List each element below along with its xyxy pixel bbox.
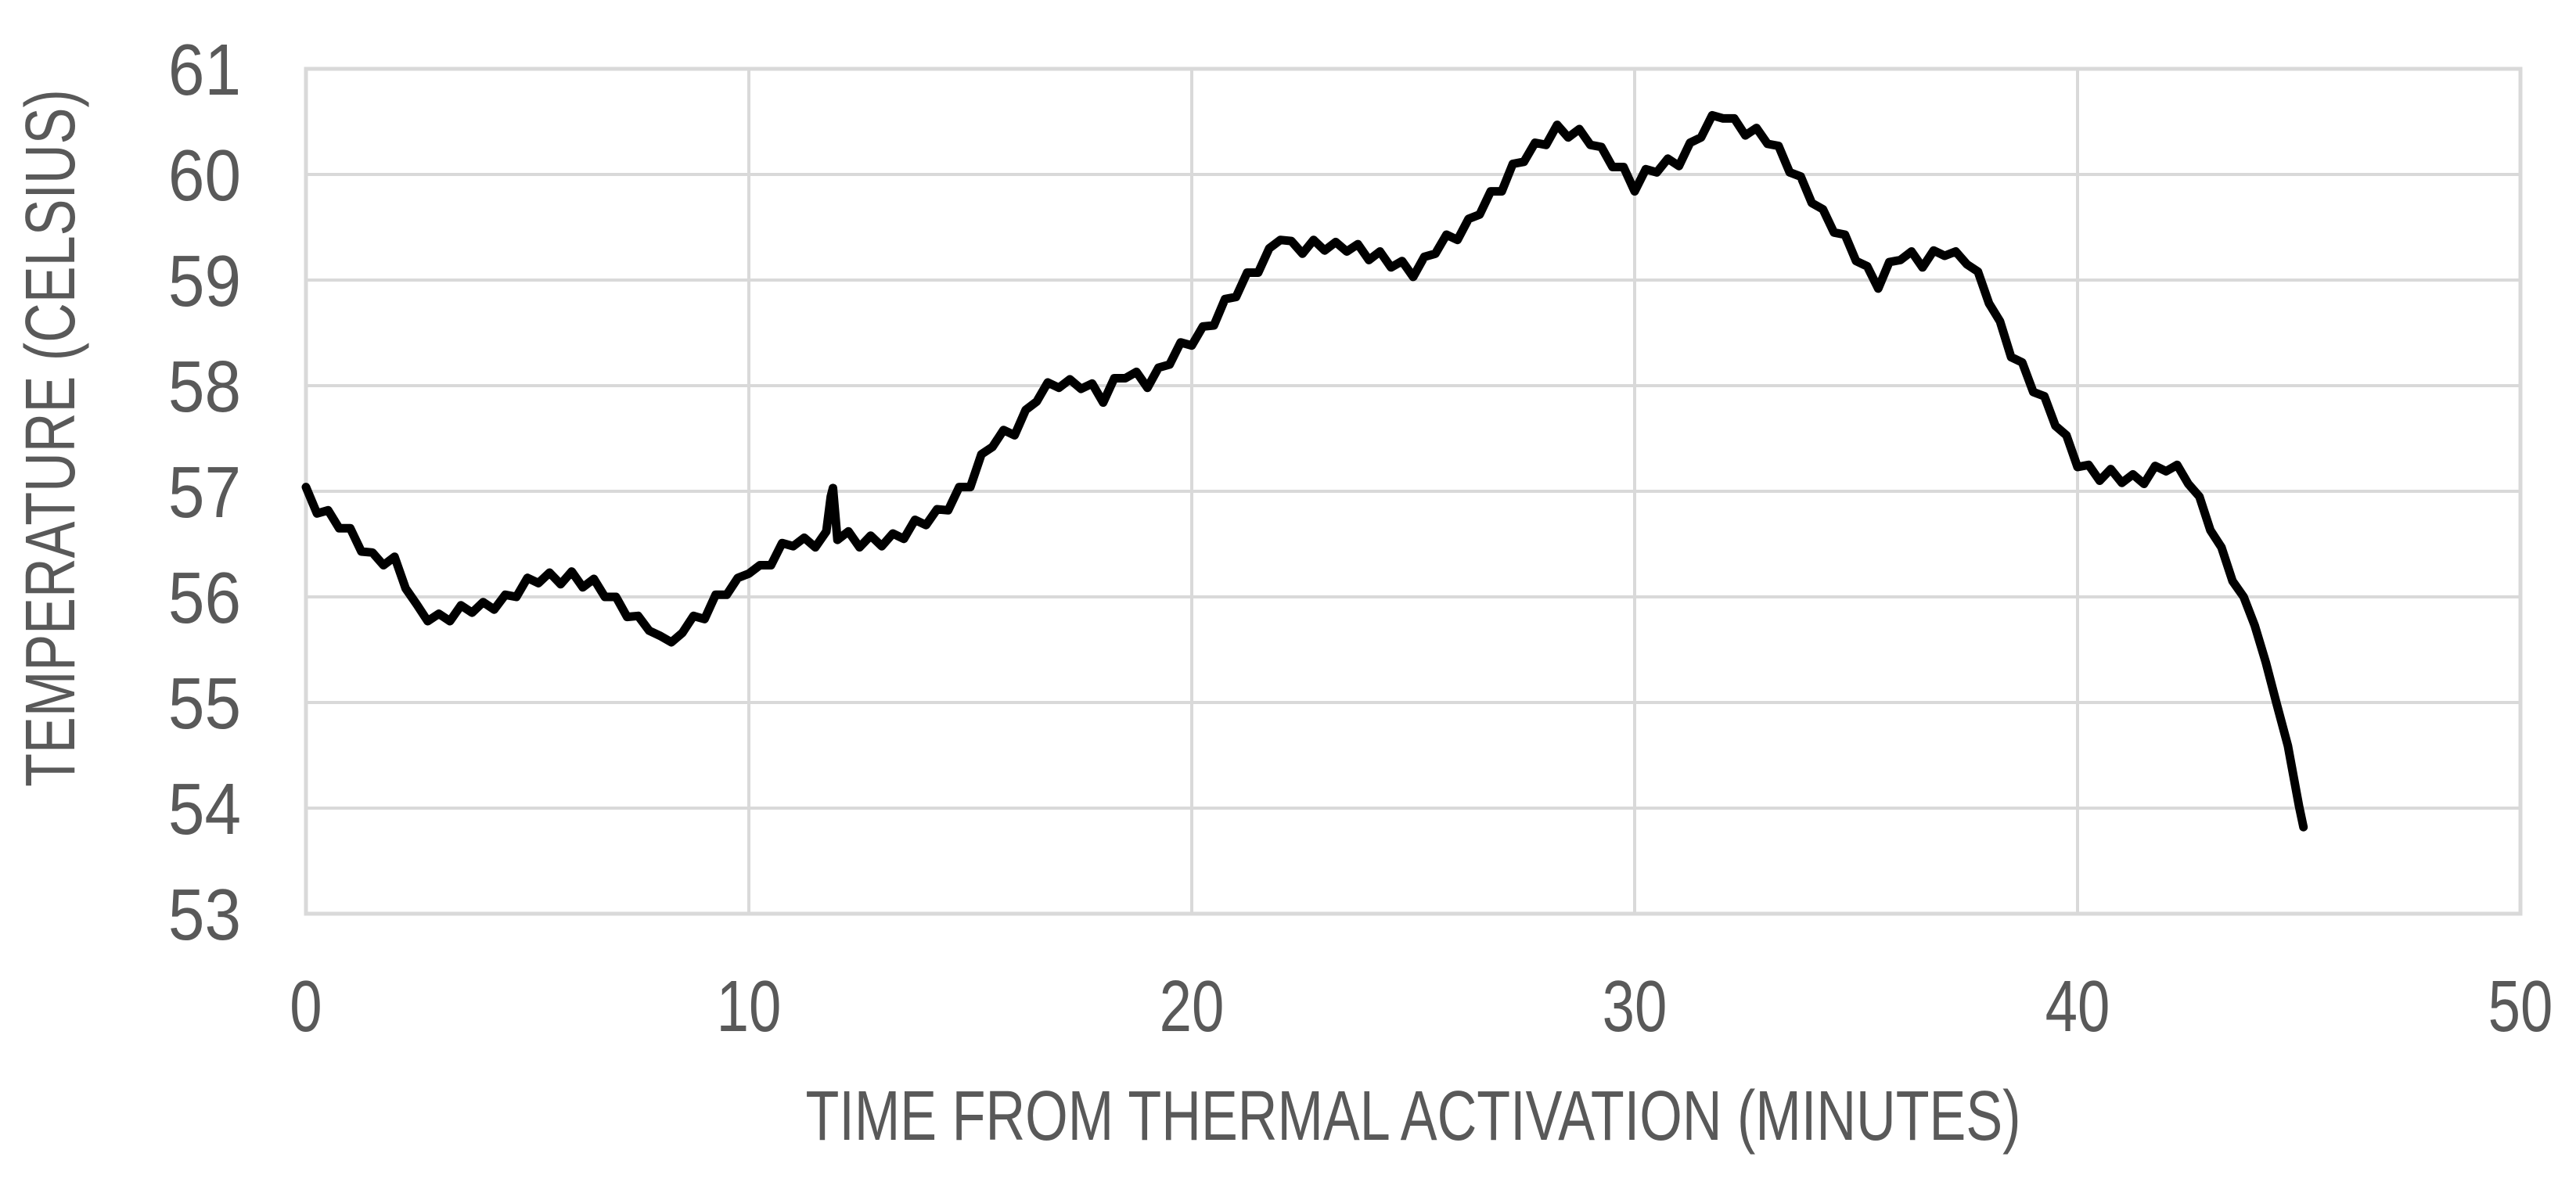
y-axis-tick-labels: 53 54 55 56 57 58 59 60 61	[168, 29, 241, 955]
y-tick-label: 59	[168, 240, 241, 322]
y-tick-label: 60	[168, 135, 241, 216]
x-tick-label: 50	[2488, 965, 2553, 1047]
gridlines	[304, 66, 2523, 916]
temperature-line	[301, 110, 2308, 832]
y-tick-label: 54	[168, 768, 241, 850]
x-tick-label: 40	[2045, 965, 2110, 1047]
y-tick-label: 55	[168, 663, 241, 744]
temperature-series	[301, 110, 2308, 832]
x-axis-title: TIME FROM THERMAL ACTIVATION (MINUTES)	[805, 1077, 2020, 1155]
y-tick-label: 53	[168, 874, 241, 955]
x-tick-label: 10	[717, 965, 782, 1047]
y-tick-label: 57	[168, 451, 241, 533]
y-axis-title: TEMPERATURE (CELSIUS)	[12, 89, 90, 787]
y-tick-label: 56	[168, 557, 241, 638]
y-tick-label: 61	[168, 29, 241, 110]
y-tick-label: 58	[168, 346, 241, 427]
x-axis-tick-labels: 0 10 20 30 40 50	[290, 965, 2553, 1047]
x-tick-label: 20	[1160, 965, 1225, 1047]
x-tick-label: 0	[290, 965, 322, 1047]
x-tick-label: 30	[1603, 965, 1668, 1047]
